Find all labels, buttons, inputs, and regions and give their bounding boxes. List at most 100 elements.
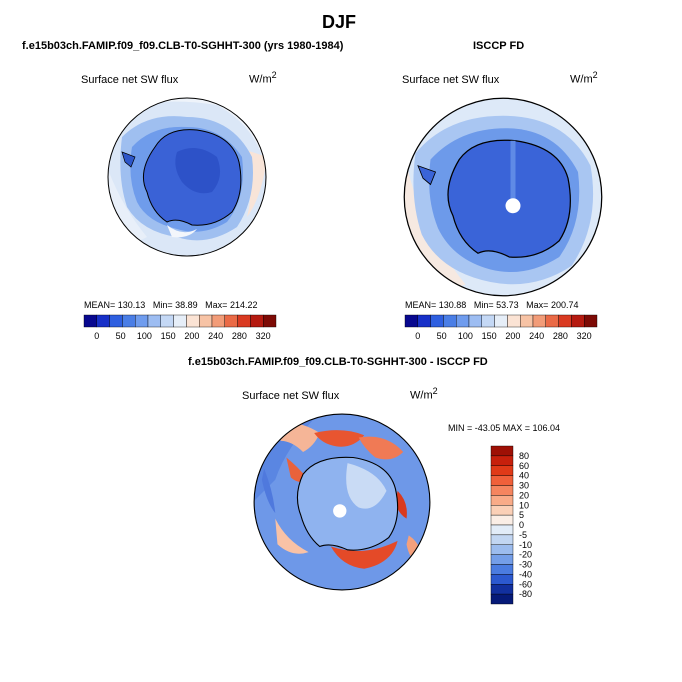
colorbar-tick-label: 0: [415, 331, 420, 341]
colorbar-swatch: [583, 314, 598, 328]
colorbar-swatch: [490, 524, 514, 536]
colorbar-swatch: [490, 534, 514, 545]
panel-obs-header: ISCCP FD: [473, 40, 525, 52]
colorbar-swatch: [198, 314, 213, 328]
colorbar-tick-label: 5: [519, 510, 524, 520]
colorbar-swatch: [443, 314, 457, 328]
colorbar-swatch: [490, 465, 514, 476]
panel-obs-stats: MEAN= 130.88 Min= 53.73 Max= 200.74: [405, 300, 578, 310]
panel-model-header: f.e15b03ch.FAMIP.f09_f09.CLB-T0-SGHHT-30…: [22, 40, 344, 52]
mean-value: 130.88: [438, 300, 467, 310]
units-text: W/m: [410, 389, 433, 402]
min-label: Min=: [473, 300, 494, 310]
colorbar-tick-label: -80: [519, 589, 532, 599]
colorbar-swatch: [237, 314, 251, 328]
colorbar-tick-label: 80: [519, 451, 529, 461]
colorbar-swatch: [507, 314, 521, 328]
colorbar-swatch: [490, 544, 514, 555]
colorbar-swatch: [224, 314, 238, 328]
colorbar-swatch: [456, 314, 470, 328]
colorbar-swatch: [490, 485, 514, 496]
colorbar-swatch: [490, 593, 514, 605]
panel-model-stats: MEAN= 130.13 Min= 38.89 Max= 214.22: [84, 300, 257, 310]
colorbar-tick-label: 40: [519, 471, 529, 481]
colorbar-tick-label: -5: [519, 530, 527, 540]
max-label: Max=: [205, 300, 228, 310]
mean-label: MEAN=: [405, 300, 437, 310]
colorbar-swatch: [519, 314, 534, 328]
polar-map-obs: [403, 97, 603, 297]
colorbar-tick-label: 320: [256, 331, 271, 341]
panel-diff-stats: MIN = -43.05 MAX = 106.04: [448, 423, 561, 433]
colorbar-swatch: [490, 554, 514, 565]
min-label: Min=: [152, 300, 173, 310]
colorbar-tick-label: 10: [519, 500, 529, 510]
min-value: 53.73: [496, 300, 519, 310]
max-value: 200.74: [550, 300, 579, 310]
colorbar-tick-label: 240: [208, 331, 223, 341]
max-value: 214.22: [229, 300, 258, 310]
polar-map-diff: [253, 413, 431, 591]
panel-diff-units: W/m2: [410, 386, 438, 402]
colorbar-swatch: [494, 314, 508, 328]
colorbar-tick-label: 50: [116, 331, 126, 341]
colorbar-tick-label: 60: [519, 461, 529, 471]
units-exponent: 2: [592, 70, 598, 80]
colorbar-tick-label: 150: [482, 331, 497, 341]
colorbar-tick-label: -60: [519, 579, 532, 589]
colorbar-swatch: [532, 314, 547, 328]
units-exponent: 2: [432, 386, 438, 396]
max-label: Max=: [526, 300, 549, 310]
panel-obs-units: W/m2: [570, 70, 598, 86]
colorbar-tick-label: 50: [437, 331, 447, 341]
colorbar-swatch: [135, 314, 149, 328]
colorbar-model: 0 50 100 150 200 240 280 320: [83, 314, 277, 341]
colorbar-swatch: [404, 314, 419, 328]
colorbar-tick-label: 280: [232, 331, 247, 341]
colorbar-tick-label: 30: [519, 481, 529, 491]
panel-model-units: W/m2: [249, 70, 277, 86]
colorbar-tick-label: -10: [519, 540, 532, 550]
colorbar-tick-label: 320: [577, 331, 592, 341]
panel-obs-variable-label: Surface net SW flux: [402, 74, 500, 86]
units-text: W/m: [249, 73, 272, 86]
colorbar-swatch: [490, 514, 514, 526]
colorbar-swatch: [250, 314, 264, 328]
colorbar-swatch: [490, 455, 514, 466]
colorbar-tick-label: 200: [184, 331, 199, 341]
colorbar-tick-label: -20: [519, 550, 532, 560]
colorbar-tick-label: -40: [519, 569, 532, 579]
colorbar-swatch: [490, 584, 514, 595]
colorbar-swatch: [490, 475, 514, 486]
colorbar-swatch: [490, 445, 514, 457]
colorbar-swatch: [571, 314, 585, 328]
colorbar-tick-label: 100: [458, 331, 473, 341]
colorbar-tick-label: 240: [529, 331, 544, 341]
mean-value: 130.13: [117, 300, 146, 310]
colorbar-tick-label: 100: [137, 331, 152, 341]
panel-model-variable-label: Surface net SW flux: [81, 74, 179, 86]
colorbar-swatch: [468, 314, 483, 328]
colorbar-swatch: [481, 314, 495, 328]
colorbar-swatch: [558, 314, 572, 328]
colorbar-swatch: [490, 564, 514, 575]
colorbar-swatch: [211, 314, 226, 328]
colorbar-tick-label: 150: [161, 331, 176, 341]
polar-map-model: [107, 97, 267, 257]
colorbar-swatch: [262, 314, 277, 328]
colorbar-tick-label: 0: [519, 520, 524, 530]
mean-label: MEAN=: [84, 300, 116, 310]
min-value: 38.89: [175, 300, 198, 310]
panel-diff-variable-label: Surface net SW flux: [242, 390, 340, 402]
colorbar-tick-label: 200: [505, 331, 520, 341]
colorbar-obs: 0 50 100 150 200 240 280 320: [404, 314, 598, 341]
colorbar-swatch: [160, 314, 174, 328]
colorbar-tick-label: 0: [94, 331, 99, 341]
colorbar-swatch: [96, 314, 110, 328]
colorbar-tick-label: -30: [519, 560, 532, 570]
colorbar-swatch: [147, 314, 162, 328]
colorbar-tick-label: 280: [553, 331, 568, 341]
page-title: DJF: [322, 12, 357, 32]
colorbar-swatch: [545, 314, 559, 328]
